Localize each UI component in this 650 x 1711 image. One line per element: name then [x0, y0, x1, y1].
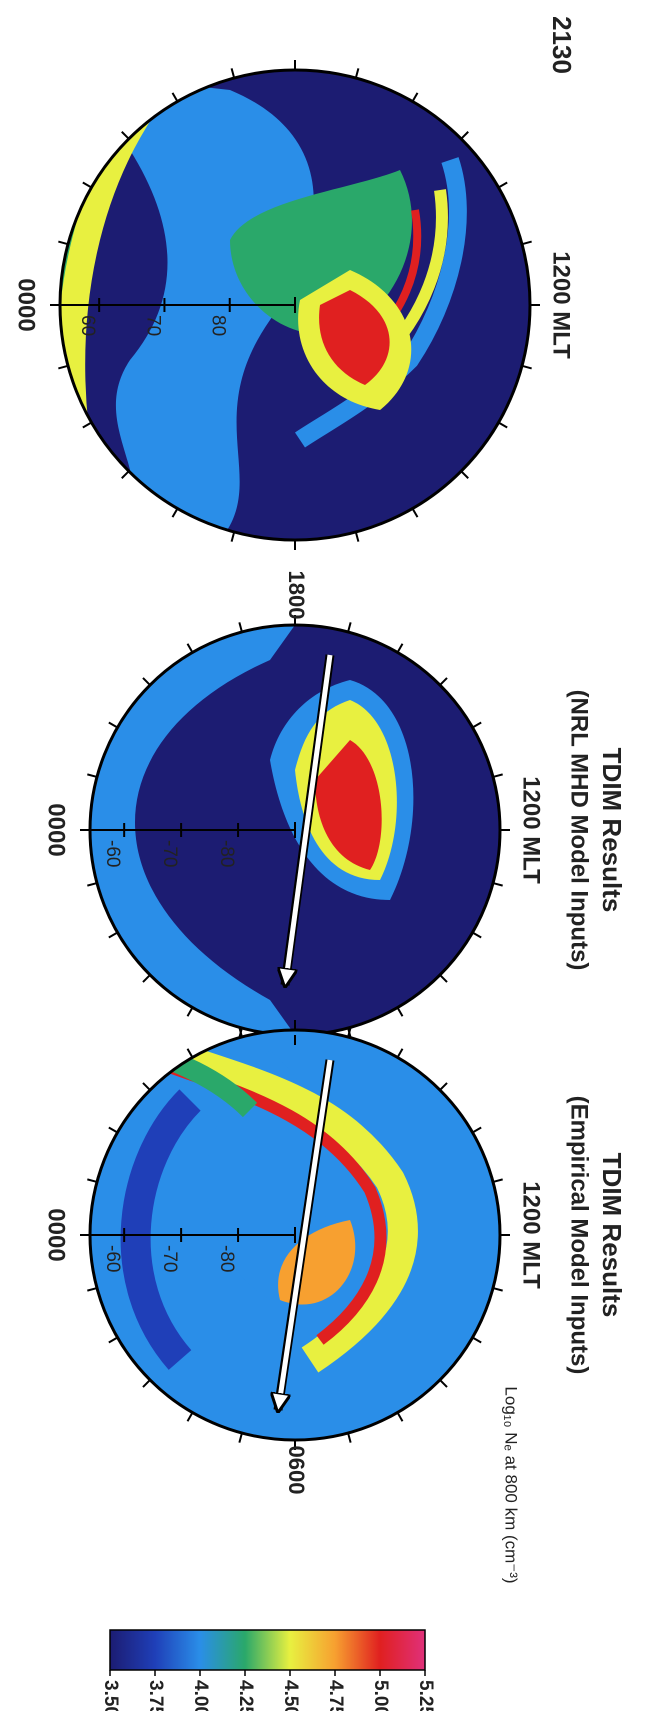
rim-tick — [58, 242, 68, 245]
rim-tick — [173, 93, 178, 102]
rim-tick — [473, 1338, 482, 1343]
panel-subtitle: (Empirical Model Inputs) — [566, 1096, 593, 1375]
colorbar-tick-label: 3.75 — [145, 1680, 166, 1711]
rim-tick — [440, 975, 447, 982]
panel-title: TDIM Results — [597, 1153, 627, 1318]
rim-tick — [87, 774, 97, 777]
lat-label: 60 — [77, 315, 98, 336]
rim-tick — [109, 933, 118, 938]
noon-label: 1200 MLT — [548, 251, 575, 359]
rim-tick — [440, 678, 447, 685]
rim-tick — [87, 1179, 97, 1182]
lat-label: 80 — [208, 315, 229, 336]
rim-tick — [348, 1433, 351, 1443]
rim-tick — [356, 68, 359, 78]
rim-tick — [232, 532, 235, 542]
colorbar — [110, 1630, 425, 1670]
midnight-label: 0000 — [43, 1208, 70, 1261]
rim-tick — [461, 132, 468, 139]
rim-tick — [109, 1338, 118, 1343]
colorbar-tick-label: 4.50 — [280, 1680, 301, 1711]
rotated-figure: 2130 80 70 60 1200 MLT 0000 -80 -70 -60 TDIM Res… — [13, 16, 627, 1711]
rim-tick — [143, 678, 150, 685]
rim-tick — [232, 68, 235, 78]
noon-label: 1200 MLT — [518, 776, 545, 884]
colorbar-tick-label: 4.75 — [325, 1680, 346, 1711]
rim-tick — [493, 883, 503, 886]
page: 2130 80 70 60 1200 MLT 0000 -80 -70 -60 TDIM Res… — [0, 0, 650, 1711]
rim-tick — [499, 183, 508, 188]
rim-tick — [188, 1008, 193, 1017]
lat-label: -60 — [102, 840, 123, 867]
rim-tick — [188, 1049, 193, 1058]
rim-tick — [143, 975, 150, 982]
rim-tick — [522, 366, 532, 369]
rim-tick — [188, 644, 193, 653]
colorbar-label: Log₁₀ Nₑ at 800 km (cm⁻³) — [502, 1386, 521, 1583]
rim-tick — [499, 423, 508, 428]
midnight-label: 0000 — [13, 278, 40, 331]
rim-tick — [122, 471, 129, 478]
rim-tick — [473, 1128, 482, 1133]
rim-tick — [473, 723, 482, 728]
rim-tick — [239, 622, 242, 632]
colorbar-tick-label: 5.00 — [370, 1680, 391, 1711]
dusk-label: 1800 — [284, 571, 309, 620]
rim-tick — [58, 366, 68, 369]
time-label: 2130 — [547, 16, 577, 74]
rim-tick — [440, 1380, 447, 1387]
lat-label: -80 — [216, 1245, 237, 1272]
rim-tick — [413, 93, 418, 102]
colorbar-tick-label: 4.00 — [190, 1680, 211, 1711]
lat-label: -70 — [159, 840, 180, 867]
panel-subtitle: (NRL MHD Model Inputs) — [566, 690, 593, 971]
lat-label: 70 — [142, 315, 163, 336]
rim-tick — [413, 509, 418, 518]
colorbar-tick-label: 4.25 — [235, 1680, 256, 1711]
rim-tick — [522, 242, 532, 245]
rim-tick — [87, 1288, 97, 1291]
rim-tick — [239, 1433, 242, 1443]
rim-tick — [398, 1008, 403, 1017]
rim-tick — [143, 1380, 150, 1387]
rim-tick — [440, 1083, 447, 1090]
lat-label: -70 — [159, 1245, 180, 1272]
rim-tick — [83, 183, 92, 188]
rim-tick — [493, 1179, 503, 1182]
rim-tick — [122, 132, 129, 139]
rim-tick — [461, 471, 468, 478]
figure: 2130 80 70 60 1200 MLT 0000 -80 -70 -60 TDIM Res… — [0, 0, 650, 1711]
rim-tick — [398, 1413, 403, 1422]
rim-tick — [348, 622, 351, 632]
rim-tick — [356, 532, 359, 542]
colorbar-tick-label: 3.50 — [100, 1680, 121, 1711]
rim-tick — [83, 423, 92, 428]
lat-label: -80 — [216, 840, 237, 867]
midnight-label: 0000 — [43, 803, 70, 856]
rim-tick — [493, 1288, 503, 1291]
panel-title: TDIM Results — [597, 748, 627, 913]
dawn-label: 0600 — [284, 1446, 309, 1495]
rim-tick — [87, 883, 97, 886]
rim-tick — [398, 644, 403, 653]
rim-tick — [398, 1049, 403, 1058]
lat-label: -60 — [102, 1245, 123, 1272]
colorbar-tick-label: 5.25 — [415, 1680, 436, 1711]
rim-tick — [493, 774, 503, 777]
rim-tick — [109, 1128, 118, 1133]
rim-tick — [188, 1413, 193, 1422]
rim-tick — [143, 1083, 150, 1090]
rim-tick — [109, 723, 118, 728]
rim-tick — [473, 933, 482, 938]
rim-tick — [173, 509, 178, 518]
noon-label: 1200 MLT — [518, 1181, 545, 1289]
